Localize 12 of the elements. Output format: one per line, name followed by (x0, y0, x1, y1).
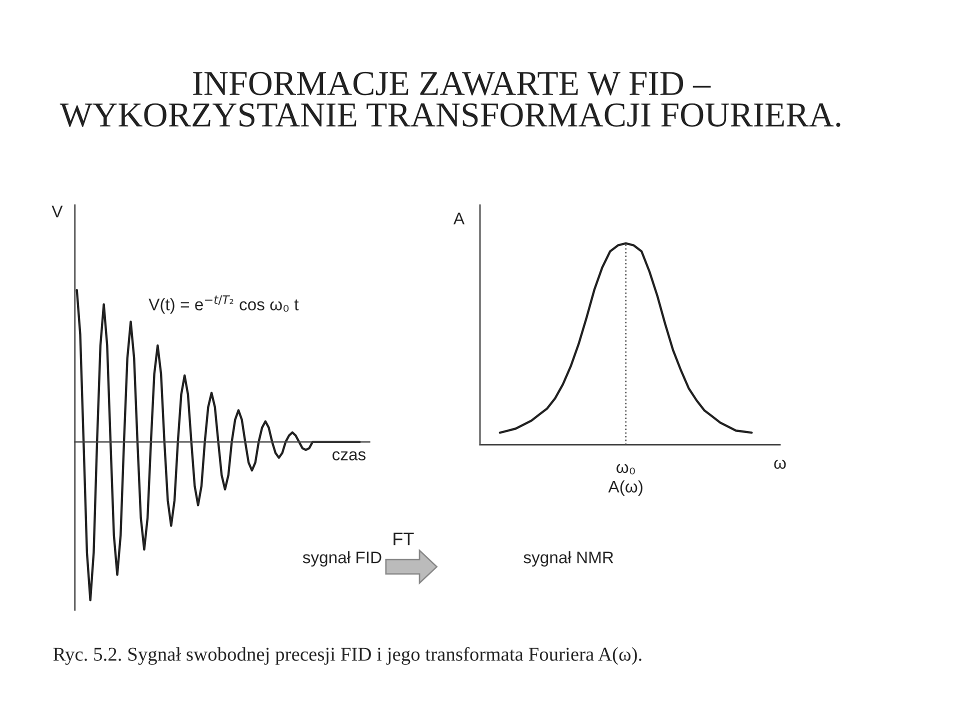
x-axis-title: czas (332, 451, 366, 460)
annotation: V(t) = e$^{−t/T₂}$ cos ω₀ t (148, 295, 299, 314)
x-axis-title: ω (774, 460, 786, 469)
y-axis-title: A (453, 212, 465, 224)
y-axis-title: V (52, 206, 63, 218)
text: ω₀ (616, 464, 635, 474)
text: sygnał NMR (524, 551, 614, 567)
text: A(ω) (608, 480, 642, 496)
text: INFORMACJE ZAWARTE W FID – WYKORZYSTANIE TRANSFORMACJI FOURIERA. (60, 72, 840, 127)
text: FT (394, 532, 414, 546)
annotation: sygnał FID (302, 551, 382, 567)
text: Ryc. 5.2. Sygnał swobodnej precesji FID i jego transformata Fouriera A(ω). (53, 646, 642, 665)
